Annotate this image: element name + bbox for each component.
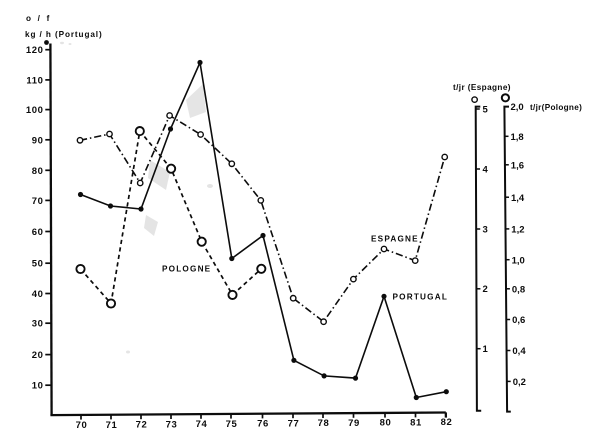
svg-text:1,2: 1,2 <box>511 225 524 236</box>
svg-text:82: 82 <box>441 417 453 428</box>
svg-text:1: 1 <box>483 344 489 355</box>
svg-text:81: 81 <box>410 418 422 429</box>
svg-text:72: 72 <box>136 420 148 431</box>
svg-text:74: 74 <box>196 419 208 430</box>
svg-text:POLOGNE: POLOGNE <box>162 265 211 274</box>
svg-text:76: 76 <box>257 419 269 430</box>
svg-text:73: 73 <box>166 420 178 431</box>
svg-text:79: 79 <box>348 418 360 429</box>
svg-text:71: 71 <box>106 420 118 431</box>
svg-text:90: 90 <box>32 135 44 146</box>
svg-text:3: 3 <box>483 224 488 235</box>
svg-text:o / f: o / f <box>26 14 52 23</box>
svg-text:2: 2 <box>483 284 488 295</box>
svg-text:t/jr (Espagne): t/jr (Espagne) <box>453 83 511 92</box>
svg-text:PORTUGAL: PORTUGAL <box>393 293 449 302</box>
svg-text:50: 50 <box>32 259 44 270</box>
svg-text:80: 80 <box>380 418 392 429</box>
svg-text:1,6: 1,6 <box>511 161 524 172</box>
svg-text:78: 78 <box>318 418 330 429</box>
svg-text:kg / h (Portugal): kg / h (Portugal) <box>25 30 103 39</box>
svg-text:70: 70 <box>32 196 44 207</box>
svg-text:40: 40 <box>32 289 44 300</box>
svg-text:ESPAGNE: ESPAGNE <box>371 235 419 244</box>
svg-text:5: 5 <box>483 104 489 115</box>
svg-text:120: 120 <box>26 45 44 56</box>
svg-text:0,6: 0,6 <box>512 315 525 326</box>
svg-text:70: 70 <box>76 420 88 431</box>
svg-text:77: 77 <box>288 419 300 430</box>
svg-text:4: 4 <box>483 164 489 175</box>
svg-text:0,4: 0,4 <box>512 346 526 357</box>
svg-text:t/jr(Pologne): t/jr(Pologne) <box>530 103 582 112</box>
svg-text:110: 110 <box>26 75 43 86</box>
svg-text:20: 20 <box>32 350 44 361</box>
svg-text:2,0: 2,0 <box>511 102 524 113</box>
svg-text:10: 10 <box>32 381 44 392</box>
svg-text:1,0: 1,0 <box>512 255 525 266</box>
svg-text:80: 80 <box>32 166 44 177</box>
svg-text:30: 30 <box>32 319 44 330</box>
svg-text:1,4: 1,4 <box>511 193 525 204</box>
svg-text:1,8: 1,8 <box>511 132 524 143</box>
svg-text:0,8: 0,8 <box>512 285 525 296</box>
svg-text:60: 60 <box>32 227 44 238</box>
svg-text:0,2: 0,2 <box>513 377 526 388</box>
svg-text:100: 100 <box>26 105 44 116</box>
svg-text:75: 75 <box>226 419 238 430</box>
